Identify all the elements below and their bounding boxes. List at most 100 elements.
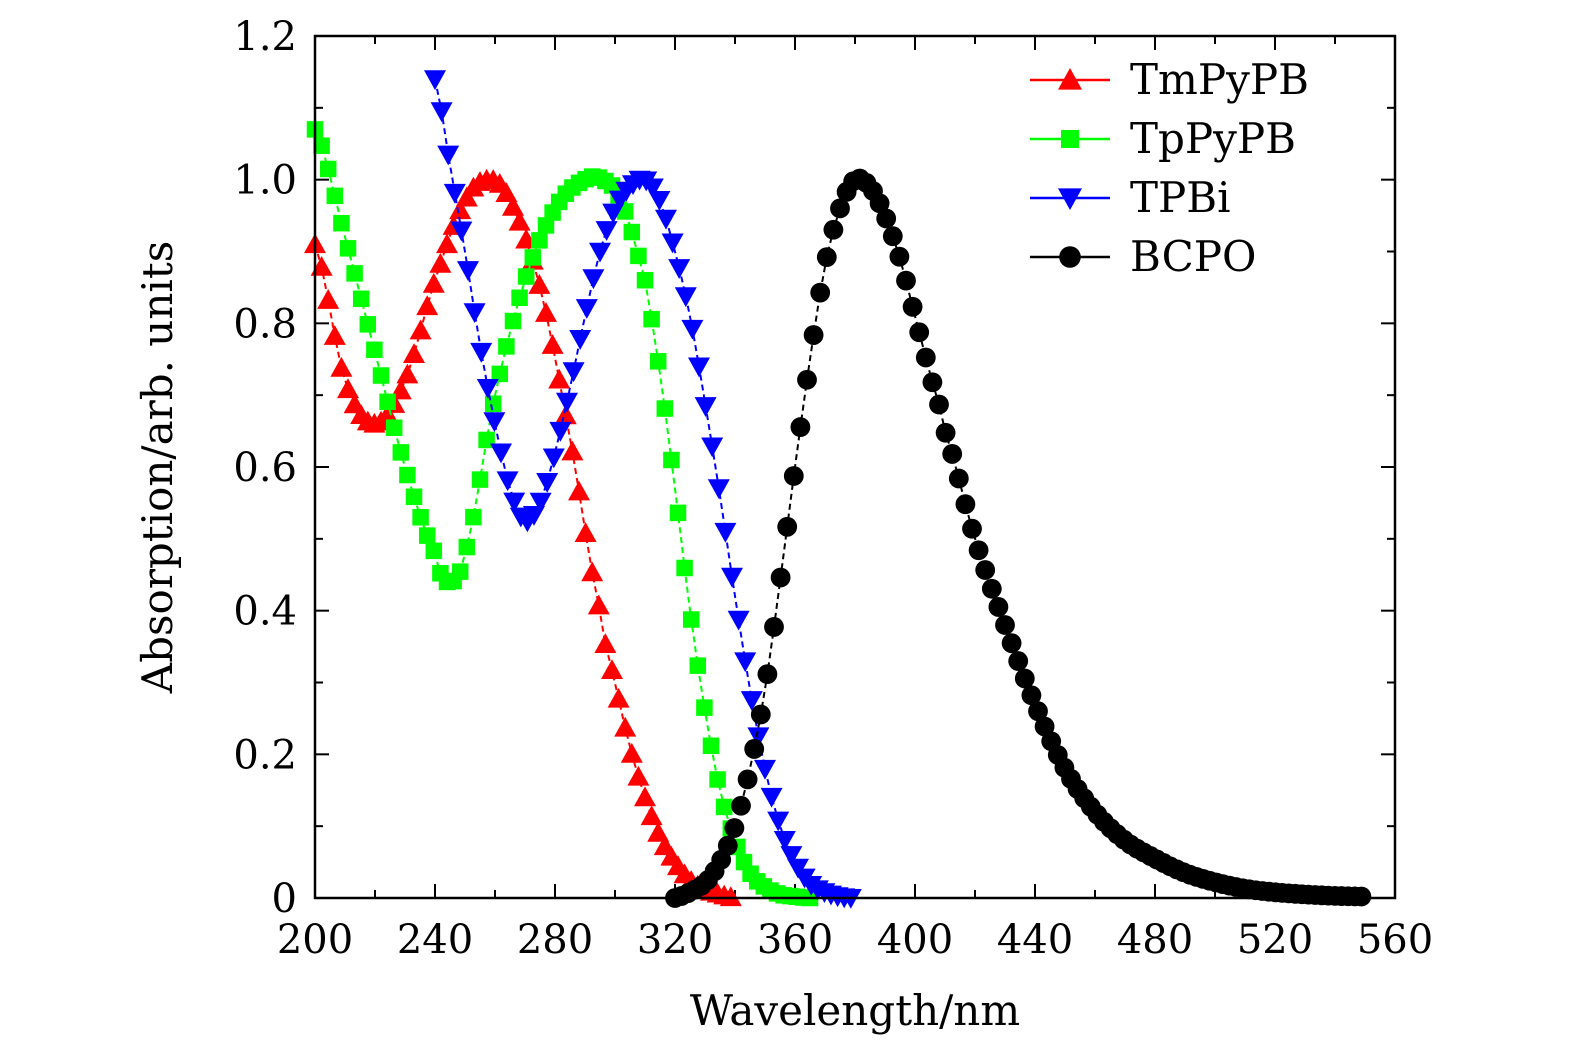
data-point-bcpo: [1028, 701, 1048, 722]
data-point-tppypb: [465, 508, 482, 526]
data-point-bcpo: [968, 540, 989, 561]
data-point-bcpo: [889, 246, 910, 267]
data-point-tpbi: [648, 191, 671, 211]
legend-marker: [1061, 130, 1079, 148]
data-point-tmpypb: [541, 334, 564, 354]
data-point-bcpo: [975, 560, 996, 580]
data-point-tppypb: [524, 249, 542, 266]
data-point-tppypb: [491, 365, 509, 383]
data-point-tppypb: [702, 737, 720, 755]
data-point-tpbi: [476, 378, 499, 399]
data-point-bcpo: [948, 468, 969, 489]
data-point-tpbi: [694, 397, 717, 417]
data-point-tppypb: [458, 538, 476, 556]
data-point-tppypb: [392, 444, 410, 461]
data-point-tpbi: [668, 259, 691, 279]
data-point-bcpo: [869, 193, 890, 214]
data-point-tpbi: [457, 261, 479, 281]
data-point-tpbi: [529, 492, 552, 513]
x-tick-label: 520: [1237, 917, 1313, 963]
data-point-bcpo: [909, 322, 930, 343]
data-point-tmpypb: [634, 786, 656, 807]
data-point-tpbi: [483, 412, 506, 433]
data-point-tppypb: [715, 798, 733, 816]
data-point-tpbi: [556, 392, 578, 413]
data-point-bcpo: [717, 835, 738, 856]
data-point-tppypb: [405, 488, 423, 506]
data-point-tmpypb: [594, 633, 617, 654]
data-point-tmpypb: [323, 325, 346, 345]
data-point-tppypb: [709, 771, 726, 788]
data-point-tmpypb: [409, 319, 432, 340]
data-point-tpbi: [523, 506, 545, 526]
data-point-tpbi: [582, 269, 605, 290]
data-point-tppypb: [418, 527, 436, 544]
data-point-tppypb: [339, 240, 357, 257]
data-point-tmpypb: [561, 440, 584, 461]
data-point-tpbi: [707, 479, 730, 499]
data-point-tppypb: [399, 466, 416, 484]
data-point-bcpo: [750, 704, 771, 725]
data-point-tmpypb: [337, 378, 359, 399]
data-point-bcpo: [955, 494, 976, 515]
data-point-tpbi: [424, 70, 446, 91]
y-tick-label: 0.4: [233, 589, 297, 635]
data-point-bcpo: [744, 739, 765, 759]
data-point-tmpypb: [535, 302, 557, 322]
data-point-bcpo: [737, 769, 758, 790]
x-tick-label: 240: [397, 917, 473, 963]
series-line-tppypb: [314, 129, 811, 899]
data-point-tpbi: [450, 221, 473, 242]
x-tick-label: 440: [997, 917, 1073, 963]
x-tick-label: 480: [1117, 917, 1193, 963]
data-point-bcpo: [922, 372, 943, 393]
data-point-tppypb: [504, 312, 522, 330]
data-point-tpbi: [681, 319, 704, 340]
data-point-tppypb: [656, 400, 674, 417]
data-point-tpbi: [754, 759, 776, 780]
x-tick-label: 200: [277, 917, 353, 963]
legend-entry-bcpo: BCPO: [1030, 232, 1256, 281]
data-point-tppypb: [471, 471, 489, 488]
data-point-tppypb: [689, 657, 707, 674]
data-point-bcpo: [902, 296, 923, 317]
data-point-bcpo: [823, 219, 844, 240]
data-point-tmpypb: [502, 195, 524, 216]
y-tick-label: 1.2: [233, 14, 297, 60]
x-tick-label: 360: [757, 917, 833, 963]
data-point-tpbi: [602, 203, 625, 224]
data-point-tppypb: [531, 232, 548, 249]
data-point-tppypb: [425, 542, 443, 560]
data-point-tppypb: [412, 509, 429, 526]
data-point-tmpypb: [627, 765, 650, 786]
data-point-tmpypb: [607, 687, 630, 708]
data-point-bcpo: [783, 466, 804, 486]
data-point-bcpo: [797, 369, 817, 390]
data-point-tmpypb: [455, 186, 478, 207]
data-point-tppypb: [326, 187, 344, 205]
data-point-tppypb: [366, 341, 383, 359]
data-point-tppypb: [636, 271, 654, 289]
data-point-tpbi: [701, 437, 724, 458]
legend-marker: [1058, 188, 1082, 210]
data-point-tpbi: [569, 330, 592, 350]
data-point-bcpo: [1008, 651, 1029, 671]
data-point-tpbi: [562, 362, 585, 383]
data-point-tppypb: [676, 559, 693, 577]
x-axis-title: Wavelength/nm: [690, 986, 1020, 1035]
data-point-tmpypb: [436, 233, 458, 254]
data-point-tppypb: [379, 393, 396, 411]
data-point-tmpypb: [568, 480, 590, 501]
data-point-tppypb: [630, 247, 647, 265]
data-point-tpbi: [760, 787, 783, 808]
data-point-tppypb: [333, 214, 350, 232]
data-point-bcpo: [995, 615, 1015, 635]
data-point-tmpypb: [647, 821, 670, 842]
data-point-tpbi: [503, 492, 526, 513]
data-point-tmpypb: [508, 210, 531, 231]
data-point-tpbi: [430, 102, 453, 123]
data-point-tpbi: [470, 342, 493, 363]
data-point-tpbi: [496, 471, 519, 492]
data-point-tmpypb: [422, 272, 445, 293]
